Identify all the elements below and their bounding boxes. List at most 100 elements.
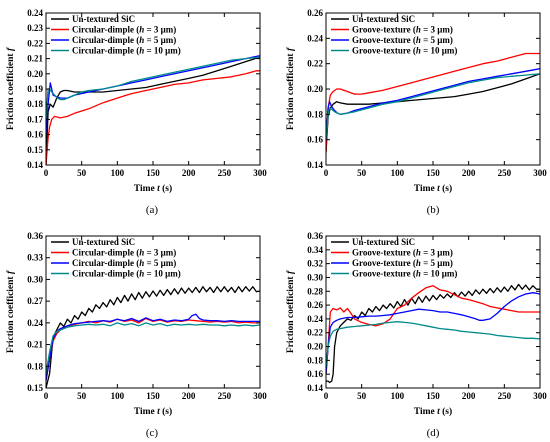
series-lines — [326, 283, 540, 384]
y-axis-title: Friction coefficient f — [6, 270, 16, 353]
series-line-2 — [46, 70, 260, 165]
x-tick-label: 100 — [111, 391, 125, 401]
x-tick-label: 300 — [253, 168, 267, 178]
x-tick-label: 200 — [182, 168, 196, 178]
x-tick-label: 150 — [146, 391, 160, 401]
series-line-2 — [326, 285, 540, 375]
series-line-4 — [46, 56, 260, 120]
legend-entry-3: Circular-dimple (h = 5 μm) — [72, 258, 176, 268]
series-lines — [326, 52, 540, 153]
y-tick-label: 0.17 — [27, 114, 43, 124]
x-tick-label: 200 — [462, 168, 476, 178]
legend-entry-3: Circular-dimple (h = 5 μm) — [72, 35, 176, 45]
legend-entry-2: Groove-texture (h = 3 μm) — [352, 248, 453, 258]
y-axis-title: Friction coefficient f — [6, 47, 16, 130]
y-tick-label: 0.30 — [27, 274, 43, 284]
y-tick-label: 0.18 — [307, 355, 323, 365]
y-tick-label: 0.16 — [27, 130, 43, 140]
y-tick-label: 0.24 — [307, 314, 323, 324]
series-line-3 — [46, 313, 260, 381]
y-tick-label: 0.26 — [307, 300, 323, 310]
y-tick-label: 0.14 — [307, 160, 323, 170]
series-line-4 — [326, 321, 540, 368]
chart-panel-3: 0 50 100 150 200 250 300 0.15 0.18 0.21 0.24 0.27 0.… — [6, 231, 267, 439]
y-tick-label: 0.20 — [307, 84, 323, 94]
series-line-3 — [326, 68, 540, 140]
legend-entry-3: Groove-texture (h = 5 μm) — [352, 258, 453, 268]
x-tick-label: 100 — [391, 168, 405, 178]
x-tick-label: 50 — [77, 391, 87, 401]
y-tick-label: 0.23 — [27, 23, 43, 33]
y-tick-label: 0.24 — [27, 318, 43, 328]
panel-label: (a) — [146, 204, 159, 216]
y-tick-label: 0.26 — [307, 8, 323, 18]
x-tick-label: 250 — [498, 391, 512, 401]
chart-panel-1: 0 50 100 150 200 250 300 0.14 0.15 0.16 0.17 0.18 0.… — [6, 8, 267, 216]
x-tick-label: 250 — [218, 391, 232, 401]
series-line-4 — [46, 322, 260, 374]
x-axis-title: Time t (s) — [414, 406, 452, 417]
legend-entry-1: Un-textured SiC — [72, 237, 135, 247]
y-tick-label: 0.18 — [27, 99, 43, 109]
series-line-1 — [326, 73, 540, 153]
legend-entry-4: Groove-texture (h = 10 μm) — [352, 46, 457, 56]
x-tick-label: 50 — [357, 168, 367, 178]
x-tick-label: 300 — [533, 168, 547, 178]
legend-entry-1: Un-textured SiC — [352, 14, 415, 24]
legend-entry-1: Un-textured SiC — [352, 237, 415, 247]
y-tick-label: 0.30 — [307, 272, 323, 282]
panel-label: (d) — [427, 427, 440, 439]
y-tick-label: 0.14 — [27, 160, 43, 170]
y-tick-label: 0.19 — [27, 84, 43, 94]
x-axis-title: Time t (s) — [134, 183, 172, 194]
x-tick-label: 250 — [498, 168, 512, 178]
x-axis-title: Time t (s) — [414, 183, 452, 194]
y-tick-label: 0.32 — [307, 259, 323, 269]
x-tick-label: 50 — [77, 168, 87, 178]
x-tick-label: 0 — [324, 391, 329, 401]
y-tick-label: 0.36 — [27, 231, 43, 241]
legend-entry-1: Un-textured SiC — [72, 14, 135, 24]
x-tick-label: 100 — [391, 391, 405, 401]
y-tick-label: 0.28 — [307, 286, 323, 296]
y-tick-label: 0.20 — [27, 69, 43, 79]
y-tick-label: 0.15 — [27, 383, 43, 393]
legend-entry-2: Groove-texture (h = 3 μm) — [352, 25, 453, 35]
series-line-1 — [46, 286, 260, 388]
y-tick-label: 0.22 — [307, 328, 323, 338]
x-tick-label: 200 — [182, 391, 196, 401]
y-axis-title: Friction coefficient f — [286, 270, 296, 353]
y-tick-label: 0.18 — [27, 361, 43, 371]
series-line-1 — [46, 56, 260, 165]
y-tick-label: 0.34 — [307, 245, 323, 255]
legend-entry-4: Circular-dimple (h = 10 μm) — [72, 269, 181, 279]
x-tick-label: 0 — [44, 168, 49, 178]
x-tick-label: 100 — [111, 168, 125, 178]
series-line-3 — [326, 292, 540, 375]
series-line-2 — [46, 317, 260, 381]
chart-panel-2: 0 50 100 150 200 250 300 0.14 0.16 0.18 0.20 0.22 0.… — [286, 8, 547, 216]
legend-entry-2: Circular-dimple (h = 3 μm) — [72, 248, 176, 258]
legend-entry-4: Circular-dimple (h = 10 μm) — [72, 46, 181, 56]
series-lines — [46, 54, 260, 165]
legend-entry-4: Groove-texture (h = 10 μm) — [352, 269, 457, 279]
y-tick-label: 0.15 — [27, 145, 43, 155]
y-tick-label: 0.22 — [307, 59, 323, 69]
y-tick-label: 0.21 — [27, 54, 43, 64]
x-tick-label: 0 — [44, 391, 49, 401]
chart-panel-4: 0 50 100 150 200 250 300 0.14 0.16 0.18 0.20 0.22 0.… — [286, 231, 547, 439]
panel-label: (c) — [146, 427, 159, 439]
series-line-4 — [326, 73, 540, 140]
y-tick-label: 0.36 — [307, 231, 323, 241]
y-tick-label: 0.20 — [307, 342, 323, 352]
y-tick-label: 0.16 — [307, 369, 323, 379]
y-tick-label: 0.18 — [307, 109, 323, 119]
y-tick-label: 0.22 — [27, 38, 43, 48]
y-tick-label: 0.21 — [27, 340, 43, 350]
x-tick-label: 300 — [253, 391, 267, 401]
x-tick-label: 250 — [218, 168, 232, 178]
